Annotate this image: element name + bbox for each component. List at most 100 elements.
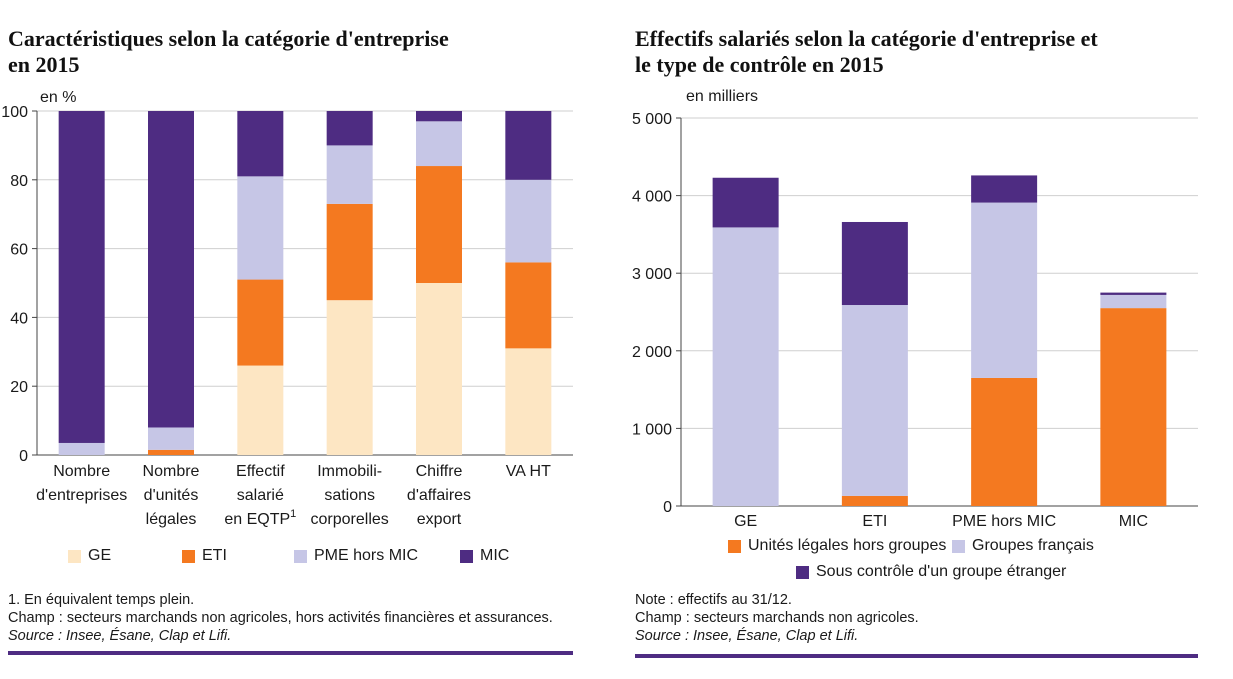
right-y-tick-label: 3 000 bbox=[632, 266, 672, 283]
left-category-superscript: 1 bbox=[290, 508, 296, 520]
right-category-label: ETI bbox=[862, 513, 887, 530]
left-footnote: 1. En équivalent temps plein. bbox=[8, 592, 195, 608]
left-y-unit-label: en % bbox=[40, 89, 76, 106]
right-bar-mic bbox=[841, 221, 908, 306]
left-category-label: d'entreprises bbox=[36, 487, 127, 504]
left-bar-eti bbox=[505, 262, 552, 349]
right-y-tick-label: 5 000 bbox=[632, 111, 672, 128]
left-bar-ge bbox=[416, 283, 462, 455]
right-title-line-1: Effectifs salariés selon la catégorie d'… bbox=[635, 26, 1098, 51]
left-bar-pme bbox=[416, 121, 462, 167]
left-category-label: d'affaires bbox=[407, 487, 471, 504]
left-category-label: corporelles bbox=[311, 511, 389, 528]
left-legend-label: ETI bbox=[202, 547, 227, 564]
left-category-label: Nombre bbox=[143, 463, 200, 480]
left-champ: Champ : secteurs marchands non agricoles… bbox=[8, 610, 553, 626]
left-bar-ge bbox=[237, 365, 284, 455]
left-title-line-2: en 2015 bbox=[8, 52, 80, 77]
left-bar-eti bbox=[416, 166, 462, 283]
left-y-tick-label: 60 bbox=[10, 242, 28, 259]
right-legend-item: Sous contrôle d'un groupe étranger bbox=[796, 563, 1066, 581]
right-category-label: PME hors MIC bbox=[952, 513, 1056, 530]
right-category-label: GE bbox=[734, 513, 757, 530]
right-bottom-rule bbox=[635, 654, 1198, 658]
right-legend-label: Groupes français bbox=[972, 537, 1094, 554]
left-legend-item: PME hors MIC bbox=[294, 547, 418, 565]
left-category-label: export bbox=[417, 511, 462, 528]
left-bar-eti bbox=[237, 279, 284, 366]
right-y-tick-label: 4 000 bbox=[632, 189, 672, 206]
left-bar-ge bbox=[505, 348, 552, 455]
left-bar-eti bbox=[326, 203, 373, 301]
right-legend-swatch bbox=[952, 539, 965, 553]
left-stacked-bar-chart: en % 0 20 40 60 80 100 Nombre d'entreprises Nombr… bbox=[1, 89, 573, 528]
left-source: Source : Insee, Ésane, Clap et Lifi. bbox=[8, 628, 232, 644]
right-bar-mic bbox=[1100, 292, 1167, 295]
right-title-line-2: le type de contrôle en 2015 bbox=[635, 52, 884, 77]
left-title-line-1: Caractéristiques selon la catégorie d'en… bbox=[8, 26, 449, 51]
right-legend-swatch bbox=[796, 565, 809, 579]
left-legend-item: ETI bbox=[182, 547, 227, 565]
left-chart-title: Caractéristiques selon la catégorie d'en… bbox=[8, 26, 449, 78]
left-bar-mic bbox=[237, 111, 284, 177]
right-legend-item: Groupes français bbox=[952, 537, 1094, 555]
left-legend-swatch bbox=[182, 549, 195, 563]
left-legend-label: GE bbox=[88, 547, 112, 564]
left-y-tick-label: 100 bbox=[1, 104, 28, 121]
right-bar-pme bbox=[1100, 294, 1167, 309]
left-bar-eti bbox=[148, 449, 194, 455]
left-category-label: Chiffre bbox=[416, 463, 463, 480]
left-bar-mic bbox=[58, 111, 105, 443]
right-chart-title: Effectifs salariés selon la catégorie d'… bbox=[635, 26, 1098, 78]
left-notes: 1. En équivalent temps plein. Champ : se… bbox=[8, 591, 553, 645]
left-category-label: VA HT bbox=[506, 463, 551, 480]
left-bar-pme bbox=[326, 145, 373, 204]
left-bar-pme bbox=[148, 427, 194, 450]
left-bar-pme bbox=[237, 176, 284, 280]
left-category-label: salarié bbox=[237, 487, 284, 504]
left-y-tick-label: 0 bbox=[19, 448, 28, 465]
right-y-tick-label: 0 bbox=[663, 499, 672, 516]
right-legend-label: Sous contrôle d'un groupe étranger bbox=[816, 563, 1067, 580]
left-category-label: légales bbox=[146, 511, 197, 528]
left-chart-panel: Caractéristiques selon la catégorie d'en… bbox=[0, 0, 600, 679]
left-bar-mic bbox=[148, 111, 194, 428]
right-category-label: MIC bbox=[1119, 513, 1148, 530]
left-bar-pme bbox=[58, 442, 105, 455]
right-y-tick-label: 2 000 bbox=[632, 344, 672, 361]
left-legend-swatch bbox=[460, 549, 473, 563]
right-bar-eti bbox=[971, 377, 1038, 506]
right-bar-pme bbox=[841, 305, 908, 496]
left-y-tick-label: 40 bbox=[10, 310, 28, 327]
left-legend-item: GE bbox=[68, 547, 111, 565]
left-category-label: Nombre bbox=[53, 463, 110, 480]
right-legend-label: Unités légales hors groupes bbox=[748, 537, 947, 554]
right-notes: Note : effectifs au 31/12. Champ : secte… bbox=[635, 591, 919, 645]
right-bar-pme bbox=[971, 202, 1038, 378]
left-category-label: sations bbox=[324, 487, 375, 504]
left-y-tick-label: 20 bbox=[10, 379, 28, 396]
right-bar-mic bbox=[971, 175, 1038, 203]
left-bar-pme bbox=[505, 179, 552, 263]
left-legend-label: PME hors MIC bbox=[314, 547, 419, 564]
right-note: Note : effectifs au 31/12. bbox=[635, 592, 792, 608]
right-bar-mic bbox=[712, 177, 779, 228]
right-chart-panel: Effectifs salariés selon la catégorie d'… bbox=[620, 0, 1233, 679]
right-legend-item: Unités légales hors groupes bbox=[728, 537, 946, 555]
right-legend-swatch bbox=[728, 539, 741, 553]
right-bar-eti bbox=[1100, 308, 1167, 506]
left-legend-label: MIC bbox=[480, 547, 510, 564]
left-category-label: en EQTP1 bbox=[224, 508, 296, 528]
right-y-unit-label: en milliers bbox=[686, 88, 758, 105]
left-bottom-rule bbox=[8, 651, 573, 655]
left-legend-item: MIC bbox=[460, 547, 509, 565]
right-stacked-bar-chart: en milliers 0 1 000 2 000 3 000 4 000 5 000 GE E… bbox=[632, 88, 1198, 530]
left-bar-ge bbox=[326, 300, 373, 455]
left-legend-swatch bbox=[68, 549, 81, 563]
left-bar-mic bbox=[416, 111, 462, 122]
left-legend-swatch bbox=[294, 549, 307, 563]
left-bar-mic bbox=[505, 111, 552, 180]
left-category-label: d'unités bbox=[144, 487, 199, 504]
left-bar-mic bbox=[326, 111, 373, 146]
left-category-label: Immobili- bbox=[317, 463, 382, 480]
